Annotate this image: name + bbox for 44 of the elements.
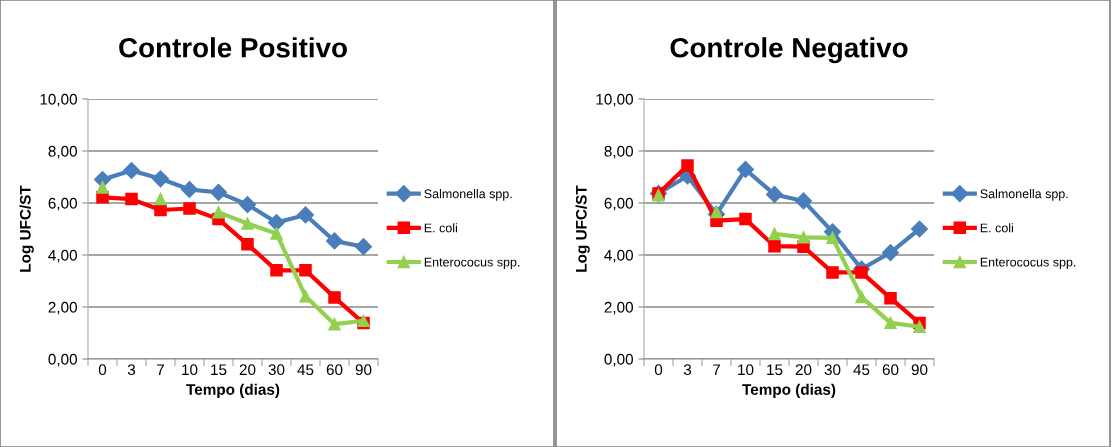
- x-tick-label: 10: [738, 364, 754, 376]
- chart-title: Controle Positivo: [119, 37, 347, 58]
- y-tick-label: 2,00: [48, 301, 77, 315]
- x-axis-title: Tempo (dias): [742, 383, 836, 398]
- x-tick-label: 60: [326, 364, 343, 376]
- y-tick-label: 10,00: [40, 93, 77, 107]
- y-tick-label: 4,00: [48, 249, 77, 263]
- legend-label: Enterococus spp.: [980, 257, 1076, 269]
- x-tick-label: 3: [127, 364, 136, 376]
- y-tick-label: 0,00: [48, 353, 77, 367]
- x-tick-label: 20: [795, 364, 812, 376]
- y-tick-label: 6,00: [604, 197, 633, 211]
- x-tick-label: 0: [98, 364, 107, 376]
- x-tick-label: 45: [297, 364, 314, 376]
- y-tick-label: 2,00: [604, 301, 633, 315]
- legend-label: Salmonella spp.: [980, 189, 1068, 201]
- x-tick-label: 90: [355, 364, 372, 376]
- x-tick-label: 60: [882, 364, 899, 376]
- x-tick-label: 15: [767, 364, 783, 376]
- x-tick-label: 20: [239, 364, 256, 376]
- y-tick-label: 8,00: [604, 145, 633, 159]
- x-tick-label: 7: [713, 364, 720, 375]
- x-tick-label: 30: [268, 364, 285, 376]
- y-tick-label: 8,00: [48, 145, 77, 159]
- x-tick-label: 15: [211, 364, 227, 376]
- legend-label: E. coli: [980, 223, 1013, 233]
- legend-label: E. coli: [424, 223, 457, 233]
- x-tick-label: 30: [824, 364, 841, 376]
- y-tick-label: 4,00: [604, 249, 633, 263]
- y-axis-title: Log UFC/ST: [19, 185, 34, 272]
- x-tick-label: 45: [853, 364, 870, 376]
- x-tick-label: 3: [683, 364, 692, 376]
- x-axis-title: Tempo (dias): [186, 383, 280, 398]
- x-tick-label: 90: [911, 364, 928, 376]
- y-tick-label: 0,00: [604, 353, 633, 367]
- legend-label: Enterococus spp.: [424, 257, 520, 269]
- x-tick-label: 10: [182, 364, 198, 376]
- x-tick-label: 0: [654, 364, 663, 376]
- chart-title: Controle Negativo: [670, 37, 908, 64]
- y-tick-label: 6,00: [48, 197, 77, 211]
- y-tick-label: 10,00: [596, 93, 633, 107]
- legend-label: Salmonella spp.: [424, 189, 512, 201]
- y-axis-title: Log UFC/ST: [575, 185, 590, 272]
- x-tick-label: 7: [157, 364, 164, 375]
